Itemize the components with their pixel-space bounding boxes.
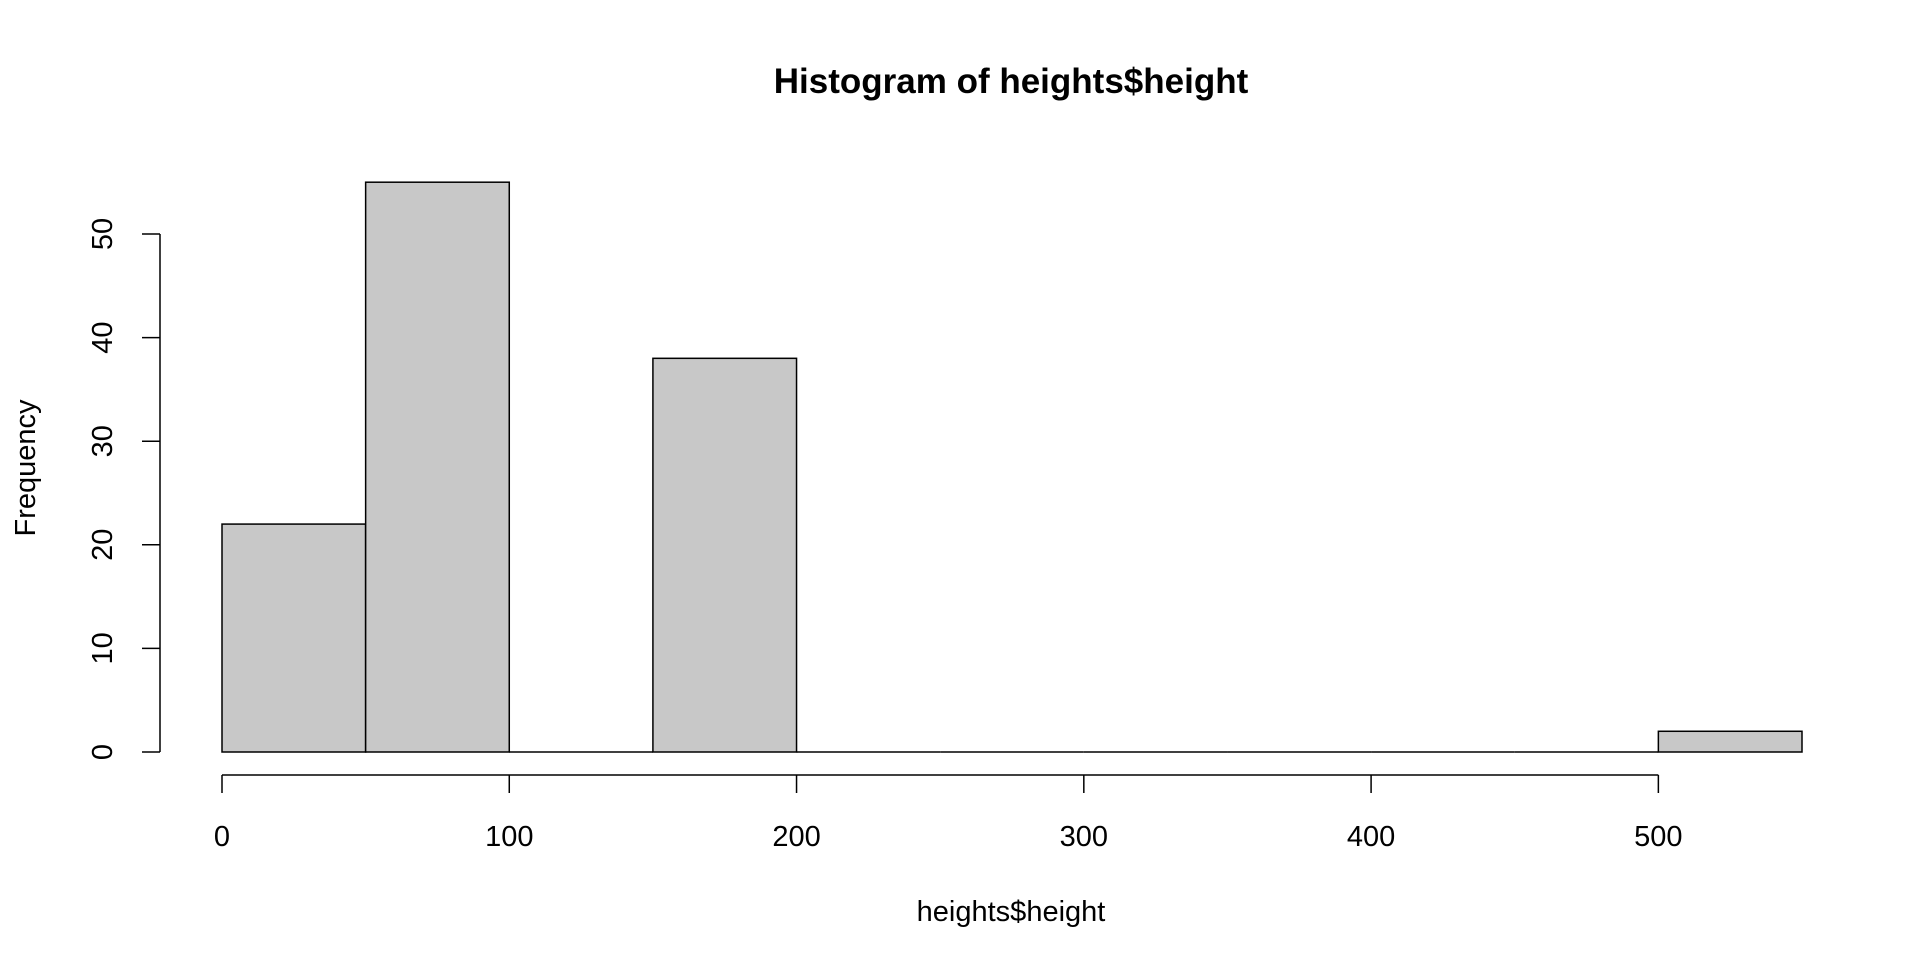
y-axis-title: Frequency <box>10 399 42 537</box>
x-tick-label: 500 <box>1634 821 1682 853</box>
x-tick-label: 100 <box>485 821 533 853</box>
chart-title: Histogram of heights$height <box>774 62 1249 101</box>
histogram-bar <box>1657 730 1803 753</box>
x-tick-label: 400 <box>1347 821 1395 853</box>
y-tick-label: 30 <box>87 425 119 457</box>
y-tick-label: 20 <box>87 529 119 561</box>
y-axis: 0 10 20 30 40 50 <box>87 218 161 760</box>
x-axis-title: heights$height <box>917 896 1106 928</box>
y-tick-label: 0 <box>87 744 119 760</box>
x-tick-label: 200 <box>772 821 820 853</box>
x-axis: 0 100 200 300 400 500 <box>214 774 1683 853</box>
histogram-bars <box>221 181 1803 753</box>
histogram-bar <box>364 181 511 753</box>
y-tick-label: 10 <box>87 632 119 664</box>
x-tick-label: 0 <box>214 821 230 853</box>
x-tick-label: 300 <box>1060 821 1108 853</box>
histogram-bar <box>652 357 798 753</box>
histogram-bar <box>221 523 367 753</box>
y-tick-label: 50 <box>87 218 119 250</box>
y-tick-label: 40 <box>87 321 119 353</box>
